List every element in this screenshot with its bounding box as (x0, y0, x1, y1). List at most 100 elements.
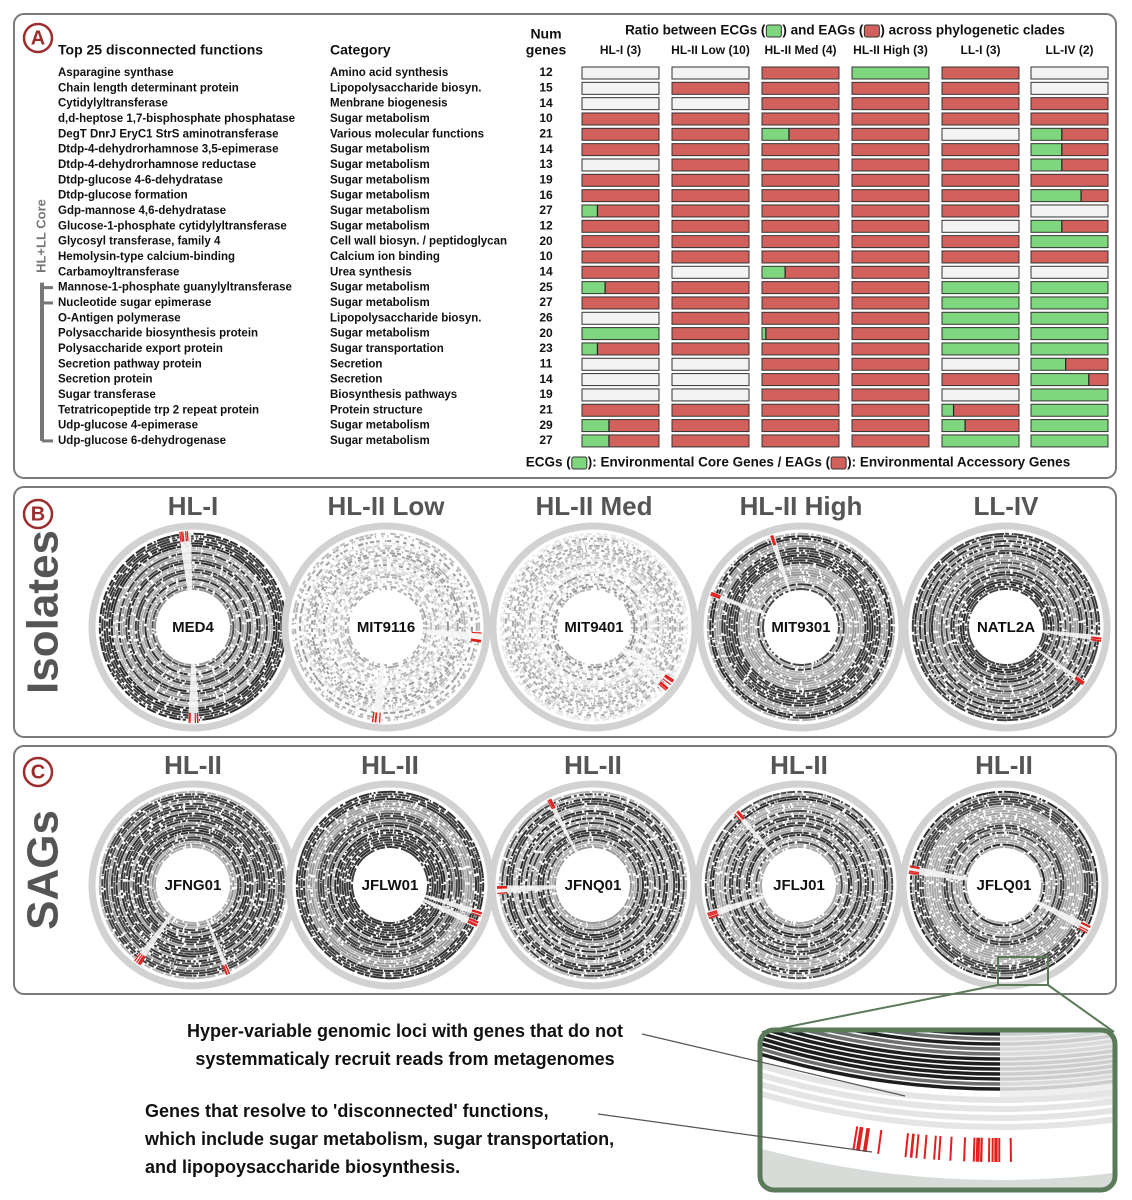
eag-bar (942, 250, 1019, 263)
eag-bar (852, 373, 929, 386)
zoom-light-band (760, 1030, 1115, 1112)
eag-bar (762, 174, 839, 187)
bar-outline (851, 388, 930, 402)
bar-outline (851, 419, 930, 433)
num-genes: 27 (539, 203, 553, 217)
genome-ring (730, 556, 872, 698)
genome-ring (726, 812, 872, 958)
function-name: Cytidylyltransferase (58, 98, 168, 110)
hypervariable-wedge (733, 809, 777, 859)
eag-bar (608, 434, 659, 447)
zoom-disconnected-gene (977, 1137, 981, 1162)
genome-ring (967, 588, 1045, 666)
genome-ring (318, 559, 454, 695)
absent-bar (1030, 265, 1109, 279)
function-name: Nucleotide sugar epimerase (58, 297, 211, 309)
hypervariable-wedge (496, 885, 558, 895)
category: Sugar metabolism (330, 420, 430, 432)
bar-outline (851, 281, 930, 295)
zoom-disconnected-gene (923, 1134, 928, 1159)
eag-bar (852, 388, 929, 401)
genome-ring (943, 824, 1065, 946)
genome-ring (311, 552, 461, 702)
ecg-bar (942, 312, 1019, 325)
bar-outline (1030, 434, 1109, 448)
genome-ring (137, 829, 249, 941)
disconnected-gene (196, 712, 199, 723)
genome-ring (342, 583, 430, 671)
bar-outline (851, 265, 930, 279)
genome-ring (513, 805, 673, 965)
bar-outline (851, 204, 930, 218)
bar-outline (851, 342, 930, 356)
bar-outline (941, 373, 1020, 387)
genome-ring (320, 561, 452, 693)
genome-ring (957, 838, 1051, 932)
genome-ring (303, 544, 469, 710)
genome-ring (945, 826, 1063, 944)
ecg-bar (1031, 220, 1062, 233)
ecg-bar (942, 404, 954, 417)
genome-ring (526, 559, 662, 695)
hypervariable-wedge (620, 649, 670, 693)
function-name: Chain length determinant protein (58, 82, 239, 94)
genome-ring (723, 549, 879, 705)
eag-bar (582, 404, 659, 417)
zoom-frame (757, 1027, 1118, 1193)
bar-outline (761, 342, 840, 356)
disconnected-gene (1075, 676, 1085, 683)
eag-bar (762, 388, 839, 401)
bar-outline (671, 296, 750, 310)
genome-ring (919, 800, 1089, 970)
absent-bar (1030, 204, 1109, 218)
disconnected-gene (468, 920, 478, 926)
function-name: Hemolysin-type calcium-binding (58, 251, 235, 263)
bar-outline (941, 296, 1020, 310)
ecg-bar (762, 327, 766, 340)
bar-outline (761, 204, 840, 218)
genome-ring (308, 549, 464, 705)
absent-bar (581, 158, 660, 172)
eag-bar (852, 312, 929, 325)
hypervariable-wedge (424, 894, 484, 917)
disconnected-gene (133, 952, 142, 962)
eag-bar (942, 97, 1019, 110)
eag-bar (762, 281, 839, 294)
eag-bar (672, 281, 749, 294)
genome-ring (554, 846, 632, 924)
genome-ring (755, 841, 843, 929)
disconnected-gene (1080, 922, 1091, 929)
genome-ring (532, 824, 654, 946)
genome-ring (909, 790, 1099, 980)
genome-ring (142, 834, 244, 936)
genome-ring (341, 836, 439, 934)
ecg-bar (582, 281, 606, 294)
genome-ring (523, 556, 665, 698)
category: Sugar metabolism (330, 220, 430, 232)
genome-ring (312, 807, 468, 963)
disconnected-gene (468, 918, 479, 924)
genome-ring (943, 564, 1069, 690)
num-genes: 14 (539, 264, 553, 278)
disconnected-gene (497, 892, 508, 895)
hypervariable-wedge (1034, 647, 1087, 686)
disconnected-gene (665, 674, 675, 681)
function-name: d,d-heptose 1,7-bisphosphate phosphatase (58, 113, 295, 125)
genome-ring (527, 819, 659, 951)
category: Lipopolysaccharide biosyn. (330, 82, 481, 94)
bar-outline (941, 204, 1020, 218)
bar-outline (1030, 342, 1109, 356)
clade-header: LL-I (3) (961, 43, 1001, 57)
eag-bar (762, 82, 839, 95)
num-genes: 26 (539, 310, 553, 324)
genome-ring (914, 535, 1098, 719)
zoom-light (1000, 1030, 1115, 1100)
bar-outline (851, 311, 930, 325)
eag-bar (672, 82, 749, 95)
eag-bar (852, 220, 929, 233)
num-genes: 29 (539, 418, 553, 432)
genome-ring (115, 549, 271, 705)
genome-name: MIT9401 (564, 619, 623, 636)
ecg-bar (1031, 235, 1108, 248)
